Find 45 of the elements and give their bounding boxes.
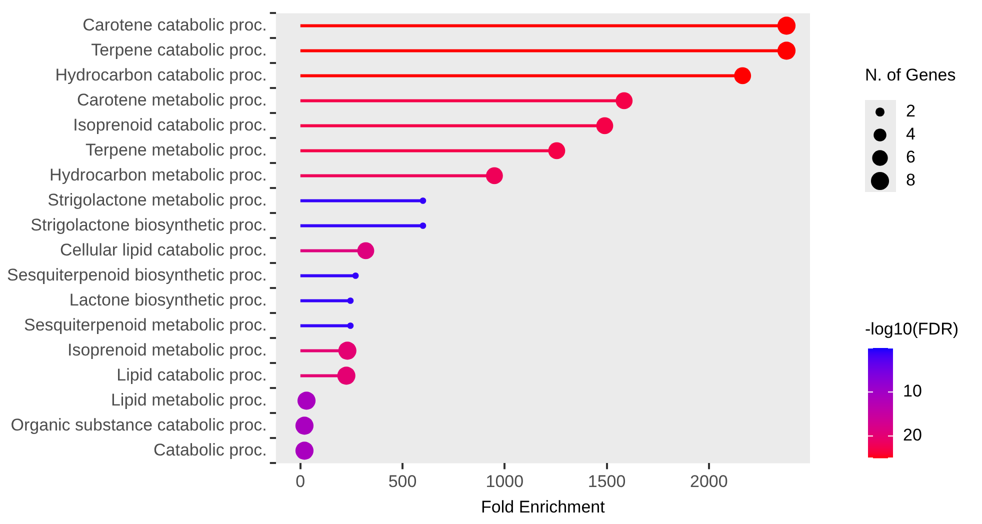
y-tick-label: Strigolactone metabolic proc. [48, 190, 267, 210]
x-tick-label: 500 [388, 472, 417, 492]
legend-title: N. of Genes [865, 66, 956, 85]
y-tick-label: Terpene catabolic proc. [91, 40, 267, 60]
y-tick-label: Sesquiterpenoid metabolic proc. [24, 315, 267, 334]
point [777, 16, 796, 35]
legend-label: 2 [906, 102, 916, 121]
y-tick-label: Catabolic proc. [153, 440, 267, 460]
y-tick-label: Strigolactone biosynthetic proc. [30, 215, 267, 234]
y-tick-label: Hydrocarbon catabolic proc. [55, 65, 267, 84]
color-bar-label: 20 [903, 426, 922, 445]
x-axis-title: Fold Enrichment [481, 497, 606, 516]
x-tick-label: 0 [296, 472, 306, 492]
point [734, 67, 752, 84]
legend-label: 6 [906, 148, 916, 167]
y-tick-label: Isoprenoid metabolic proc. [67, 340, 267, 360]
point [596, 117, 614, 134]
point [777, 42, 796, 60]
point [338, 342, 356, 360]
y-tick-label: Lipid metabolic proc. [110, 390, 267, 410]
point [486, 167, 503, 184]
color-bar-title: -log10(FDR) [865, 320, 959, 339]
y-tick-label: Carotene metabolic proc. [76, 90, 267, 110]
legend-label: 4 [906, 124, 916, 144]
x-tick-label: 1500 [588, 472, 626, 492]
y-tick-label: Organic substance catabolic proc. [10, 415, 267, 434]
point [357, 242, 374, 260]
y-tick-label: Cellular lipid catabolic proc. [60, 240, 267, 260]
point [548, 142, 566, 160]
x-tick-label: 2000 [690, 472, 728, 492]
color-bar-label: 10 [903, 382, 922, 401]
y-tick-label: Sesquiterpenoid biosynthetic proc. [6, 265, 267, 284]
x-tick-label: 1000 [486, 472, 524, 492]
y-tick-label: Lactone biosynthetic proc. [69, 290, 267, 310]
y-tick-label: Lipid catabolic proc. [116, 365, 267, 384]
y-tick-label: Isoprenoid catabolic proc. [73, 115, 267, 134]
point [295, 442, 314, 460]
y-tick-label: Carotene catabolic proc. [82, 15, 267, 34]
point [616, 92, 633, 110]
y-tick-label: Hydrocarbon metabolic proc. [50, 165, 267, 184]
y-tick-label: Terpene metabolic proc. [85, 140, 267, 160]
point [297, 392, 316, 410]
legend-label: 8 [906, 170, 916, 190]
point [337, 366, 356, 385]
point [295, 416, 314, 435]
